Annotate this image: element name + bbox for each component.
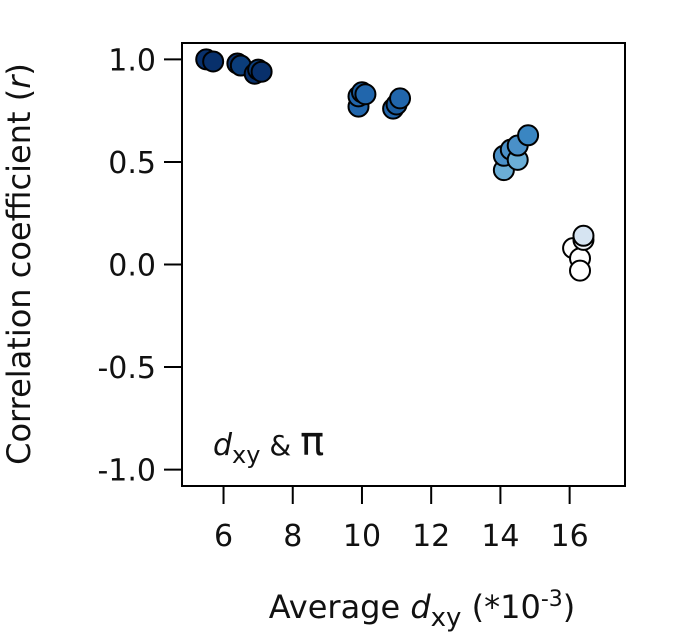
y-axis: 1.0 0.5 0.0 -0.5 -1.0 [97,43,182,489]
data-point [569,259,592,282]
data-point [389,87,412,110]
x-axis: 6 8 10 12 14 16 [214,486,589,554]
y-tick-label: 1.0 [108,43,156,78]
data-point [572,224,595,247]
x-tick-label: 16 [551,519,589,554]
y-axis-title: Correlation coefficient (r) [0,63,38,465]
y-tick-label: 0.5 [108,146,156,181]
data-point [202,50,225,73]
data-points [195,48,595,282]
x-tick-label: 10 [343,519,381,554]
data-point [354,83,377,106]
x-tick-label: 8 [283,519,302,554]
x-tick-label: 14 [481,519,519,554]
data-point [517,124,540,147]
annotation-label: dxy & π [213,419,324,469]
y-tick-label: -0.5 [97,351,156,386]
data-point [250,60,273,83]
x-tick-label: 6 [214,519,233,554]
x-axis-title: Average dxy (*10-3) [269,587,575,633]
x-tick-label: 12 [412,519,450,554]
y-tick-label: -1.0 [97,454,156,489]
y-tick-label: 0.0 [108,249,156,284]
